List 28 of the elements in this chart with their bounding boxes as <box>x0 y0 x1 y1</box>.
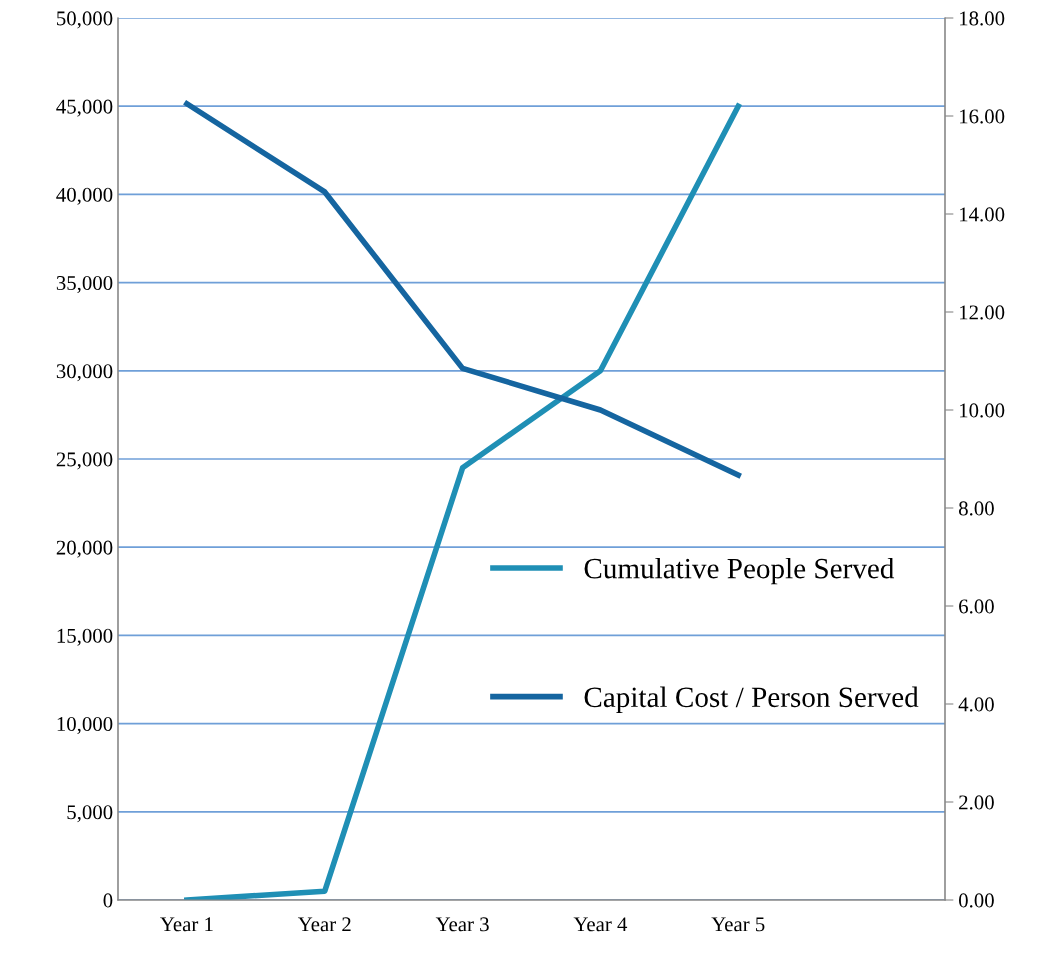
y-tick-label: 30,000 <box>56 364 113 382</box>
legend-label: Cumulative People Served <box>584 557 895 585</box>
x-tick-label: Year 3 <box>435 917 489 932</box>
y-tick-label: 50,000 <box>57 11 113 29</box>
y-tick-label: 40,000 <box>56 187 113 205</box>
y2-tick-label: 14.00 <box>960 207 1005 222</box>
legend-label: Capital Cost / Person Served <box>584 686 919 714</box>
x-tick-label: Year 4 <box>573 917 628 932</box>
y-tick-label: 10,000 <box>57 716 113 735</box>
x-tick-label: Year 5 <box>711 917 765 932</box>
y-tick-label: 25,000 <box>56 452 113 470</box>
y2-tick-label: 6.00 <box>959 599 994 614</box>
y-tick-label: 0 <box>103 893 113 908</box>
y2-tick-label: 2.00 <box>959 795 994 810</box>
y-tick-label: 20,000 <box>56 540 113 558</box>
y2-tick-label: 8.00 <box>958 501 994 516</box>
y-tick-label: 5,000 <box>67 805 113 823</box>
y2-tick-label: 4.00 <box>958 697 994 712</box>
y-tick-label: 35,000 <box>56 275 113 294</box>
y2-tick-label: 16.00 <box>960 109 1005 124</box>
y-tick-label: 15,000 <box>57 628 113 646</box>
y2-tick-label: 0.00 <box>958 893 994 908</box>
y2-tick-label: 10.00 <box>960 403 1005 418</box>
y2-tick-label: 12.00 <box>960 305 1005 320</box>
y2-tick-label: 18.00 <box>960 11 1005 26</box>
x-tick-label: Year 1 <box>160 917 213 932</box>
x-tick-label: Year 2 <box>297 917 351 932</box>
y-tick-label: 45,000 <box>56 99 113 117</box>
